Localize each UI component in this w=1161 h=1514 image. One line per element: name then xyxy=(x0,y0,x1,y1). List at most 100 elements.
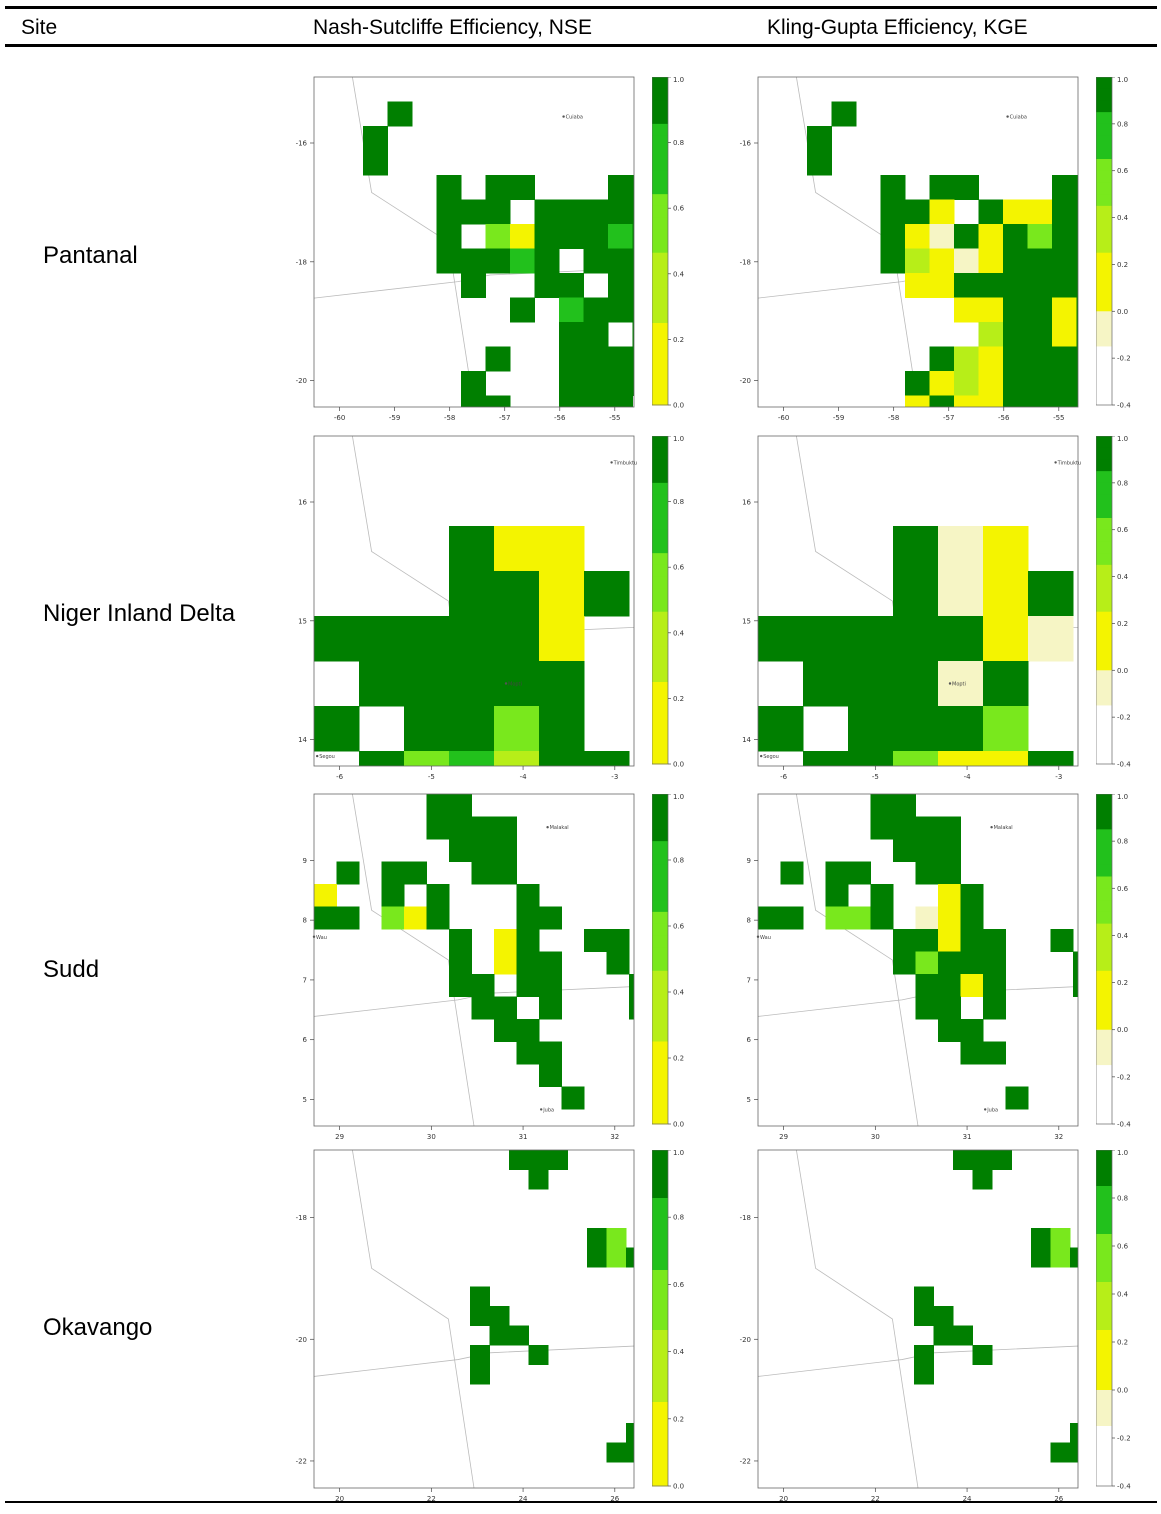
colorbar-swatch xyxy=(652,311,668,323)
colorbar-tick-label: 0.8 xyxy=(673,498,684,506)
colorbar-swatch xyxy=(652,623,668,635)
colorbar-tick-label: -0.2 xyxy=(1117,1435,1131,1443)
colorbar-swatch xyxy=(1096,541,1112,553)
colorbar-tick-label: 0.8 xyxy=(673,1214,684,1222)
grid-cell xyxy=(954,396,979,421)
colorbar-swatch xyxy=(652,288,668,300)
grid-cell xyxy=(1073,952,1096,975)
grid-cell xyxy=(832,102,857,127)
colorbar-swatch xyxy=(652,1294,668,1307)
grid-cell xyxy=(584,929,607,952)
grid-cell xyxy=(983,616,1029,662)
grid-cell xyxy=(961,884,984,907)
grid-cell xyxy=(983,929,1006,952)
grid-cell xyxy=(437,200,462,225)
grid-cell xyxy=(359,661,405,707)
colorbar-swatch xyxy=(1096,694,1112,706)
grid-cell xyxy=(954,347,979,372)
colorbar-swatch xyxy=(652,1246,668,1259)
colorbar-swatch xyxy=(652,612,668,624)
city-label: Juba xyxy=(986,1107,998,1113)
colorbar-swatch xyxy=(1096,877,1112,889)
grid-cell xyxy=(584,249,609,274)
colorbar-tick-label: -0.4 xyxy=(1117,402,1131,410)
colorbar-nse: 1.00.80.60.40.20.0 xyxy=(652,794,712,1132)
grid-cell xyxy=(1028,347,1053,372)
grid-cell xyxy=(1028,396,1053,421)
x-tick-label: 31 xyxy=(963,1133,972,1141)
colorbar-swatch xyxy=(652,1186,668,1199)
colorbar-tick-label: 0.8 xyxy=(673,139,684,147)
grid-cell xyxy=(1031,1228,1051,1248)
grid-cell xyxy=(404,616,450,662)
grid-cell xyxy=(938,884,961,907)
colorbar-swatch xyxy=(1096,194,1112,206)
grid-cell xyxy=(584,751,630,797)
colorbar-kge: 1.00.80.60.40.20.0-0.2-0.4 xyxy=(1096,794,1156,1132)
grid-cell xyxy=(494,706,540,752)
grid-cell xyxy=(449,794,472,817)
y-tick-label: -18 xyxy=(296,258,307,266)
grid-cell xyxy=(427,794,450,817)
grid-cell xyxy=(608,200,633,225)
y-tick-label: -20 xyxy=(740,1336,751,1344)
grid-cell xyxy=(449,571,495,617)
colorbar-swatch xyxy=(652,506,668,518)
grid-cell xyxy=(359,751,405,797)
colorbar-tick-label: 0.8 xyxy=(1117,120,1128,128)
colorbar-swatch xyxy=(1096,752,1112,764)
colorbar-swatch xyxy=(652,1198,668,1211)
colorbar-tick-label: 0.8 xyxy=(1117,479,1128,487)
colorbar-swatch xyxy=(1096,741,1112,753)
colorbar-swatch xyxy=(652,1234,668,1247)
grid-cell xyxy=(1003,298,1028,323)
grid-cell xyxy=(1051,929,1074,952)
colorbar-swatch xyxy=(1096,1030,1112,1042)
grid-cell xyxy=(461,249,486,274)
grid-cell xyxy=(905,396,930,421)
colorbar-swatch xyxy=(1096,300,1112,312)
grid-cell xyxy=(529,1150,549,1170)
colorbar-tick-label: -0.2 xyxy=(1117,1073,1131,1081)
colorbar-swatch xyxy=(1096,1234,1112,1247)
colorbar-swatch xyxy=(1096,77,1112,89)
x-tick-label: 20 xyxy=(779,1495,788,1503)
city-label: Mopti xyxy=(508,682,522,688)
city-marker xyxy=(546,826,548,828)
colorbar-swatch xyxy=(652,729,668,741)
colorbar-swatch xyxy=(652,971,668,983)
grid-cell xyxy=(449,974,472,997)
colorbar-swatch xyxy=(652,1426,668,1439)
colorbar-tick-label: 0.8 xyxy=(1117,1195,1128,1203)
grid-cell xyxy=(608,249,633,274)
colorbar-swatch xyxy=(1096,1018,1112,1030)
grid-cell xyxy=(916,817,939,840)
x-tick-label: 29 xyxy=(779,1133,788,1141)
grid-cell xyxy=(608,298,633,323)
grid-cell xyxy=(979,371,1004,396)
y-tick-label: -22 xyxy=(296,1457,307,1465)
colorbar-swatch xyxy=(652,323,668,335)
colorbar-swatch xyxy=(652,229,668,241)
colorbar-swatch xyxy=(1096,983,1112,995)
grid-cell xyxy=(1052,273,1077,298)
grid-cell xyxy=(979,200,1004,225)
grid-cell xyxy=(893,952,916,975)
city-marker xyxy=(1054,461,1056,463)
grid-cell xyxy=(983,661,1029,707)
colorbar-tick-label: 0.4 xyxy=(1117,214,1129,222)
grid-cell xyxy=(607,1248,627,1268)
city-label: Malakal xyxy=(994,825,1013,831)
colorbar-swatch xyxy=(652,705,668,717)
grid-cell xyxy=(983,571,1029,617)
colorbar-swatch xyxy=(1096,924,1112,936)
colorbar-swatch xyxy=(1096,1210,1112,1223)
grid-cell xyxy=(363,151,388,176)
colorbar-swatch xyxy=(652,947,668,959)
grid-cell xyxy=(803,751,849,797)
y-tick-label: 16 xyxy=(298,499,307,507)
colorbar-swatch xyxy=(652,1306,668,1319)
grid-cell xyxy=(539,997,562,1020)
grid-cell xyxy=(979,298,1004,323)
